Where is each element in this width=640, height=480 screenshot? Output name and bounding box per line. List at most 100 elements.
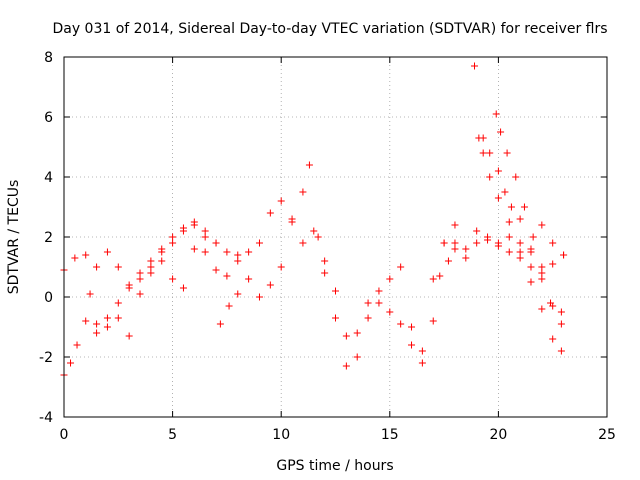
data-point bbox=[429, 275, 437, 283]
data-point bbox=[299, 239, 307, 247]
data-point bbox=[538, 305, 546, 313]
data-point bbox=[505, 233, 513, 241]
data-point bbox=[342, 332, 350, 340]
data-point bbox=[507, 203, 515, 211]
series-track-f bbox=[375, 236, 568, 355]
y-tick-label: -2 bbox=[39, 350, 53, 366]
data-point bbox=[190, 245, 198, 253]
data-point bbox=[549, 335, 557, 343]
data-point bbox=[93, 329, 101, 337]
data-point bbox=[418, 359, 426, 367]
data-point bbox=[255, 239, 263, 247]
grid bbox=[64, 57, 607, 417]
x-tick-label: 20 bbox=[489, 427, 507, 443]
data-point bbox=[479, 134, 487, 142]
data-point bbox=[516, 254, 524, 262]
data-point bbox=[440, 239, 448, 247]
data-point bbox=[125, 281, 133, 289]
x-axis-label: GPS time / hours bbox=[276, 458, 393, 474]
data-point bbox=[549, 260, 557, 268]
data-point bbox=[136, 275, 144, 283]
data-point bbox=[223, 248, 231, 256]
series-track-e bbox=[266, 197, 459, 367]
data-point bbox=[103, 323, 111, 331]
data-point bbox=[82, 317, 90, 325]
data-point bbox=[147, 269, 155, 277]
data-point bbox=[158, 245, 166, 253]
data-point bbox=[136, 290, 144, 298]
y-tick-label: 8 bbox=[44, 50, 53, 66]
series-track-b bbox=[60, 218, 220, 379]
data-point bbox=[67, 359, 75, 367]
data-point bbox=[436, 272, 444, 280]
data-point bbox=[462, 254, 470, 262]
data-point bbox=[386, 275, 394, 283]
data-point bbox=[375, 287, 383, 295]
data-point bbox=[512, 173, 520, 181]
series-track-a bbox=[60, 221, 242, 292]
data-point bbox=[169, 233, 177, 241]
data-point bbox=[471, 62, 479, 70]
data-point bbox=[462, 245, 470, 253]
data-point bbox=[82, 251, 90, 259]
data-point bbox=[557, 320, 565, 328]
data-point bbox=[158, 257, 166, 265]
data-point bbox=[245, 248, 253, 256]
data-point bbox=[418, 347, 426, 355]
data-point bbox=[444, 257, 452, 265]
data-point bbox=[201, 227, 209, 235]
data-point bbox=[288, 218, 296, 226]
data-point bbox=[114, 263, 122, 271]
data-point bbox=[332, 287, 339, 295]
data-point bbox=[234, 257, 242, 265]
data-point bbox=[494, 239, 502, 247]
data-point bbox=[386, 308, 394, 316]
data-point bbox=[353, 329, 361, 337]
plot-frame bbox=[63, 56, 608, 418]
x-tick-label: 0 bbox=[60, 427, 69, 443]
data-point bbox=[494, 194, 502, 202]
data-point bbox=[245, 275, 253, 283]
data-point bbox=[234, 290, 242, 298]
data-point bbox=[71, 254, 79, 262]
y-tick-label: 2 bbox=[44, 230, 53, 246]
data-point bbox=[505, 248, 513, 256]
y-tick-label: -4 bbox=[39, 410, 53, 426]
x-tick-label: 5 bbox=[168, 427, 177, 443]
data-point bbox=[429, 317, 437, 325]
data-point bbox=[547, 299, 555, 307]
data-point bbox=[169, 239, 177, 247]
data-point bbox=[179, 224, 187, 232]
data-point bbox=[332, 314, 339, 322]
data-point bbox=[216, 320, 224, 328]
data-point bbox=[136, 269, 144, 277]
data-point bbox=[538, 269, 546, 277]
data-point bbox=[169, 275, 177, 283]
data-point bbox=[234, 251, 242, 259]
data-point bbox=[516, 248, 524, 256]
data-point bbox=[277, 263, 285, 271]
data-point bbox=[223, 272, 231, 280]
data-point bbox=[479, 149, 487, 157]
data-point bbox=[114, 314, 122, 322]
y-tick-label: 6 bbox=[44, 110, 53, 126]
data-point bbox=[501, 188, 509, 196]
data-point bbox=[114, 299, 122, 307]
data-point bbox=[305, 161, 313, 169]
data-point bbox=[73, 341, 81, 349]
data-point bbox=[125, 332, 133, 340]
data-point bbox=[103, 248, 111, 256]
data-point bbox=[505, 218, 513, 226]
data-point bbox=[353, 353, 361, 361]
data-point bbox=[147, 257, 155, 265]
series-track-i bbox=[479, 134, 565, 316]
data-points bbox=[60, 62, 568, 379]
data-point bbox=[212, 266, 220, 274]
data-point bbox=[299, 188, 307, 196]
data-point bbox=[397, 263, 405, 271]
data-point bbox=[147, 263, 155, 271]
data-point bbox=[266, 281, 274, 289]
data-point bbox=[494, 167, 502, 175]
y-tick-label: 0 bbox=[44, 290, 53, 306]
